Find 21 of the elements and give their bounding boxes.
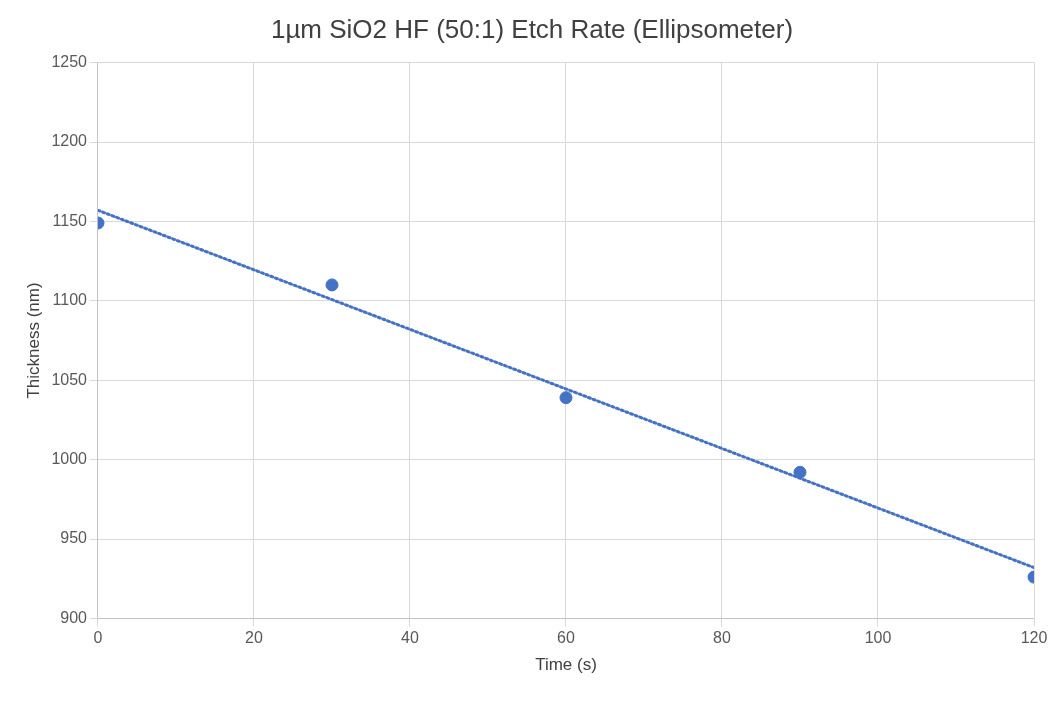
y-tick-label: 950 [60, 529, 88, 547]
point [793, 465, 807, 479]
y-tick-label: 1150 [52, 211, 88, 229]
point [325, 278, 339, 292]
y-tick-label: 1100 [52, 291, 88, 309]
y-axis-title: Thickness (nm) [23, 282, 43, 399]
y-tick-label: 900 [60, 608, 88, 626]
x-tick-label: 40 [401, 629, 419, 647]
x-tick-label: 60 [557, 629, 575, 647]
chart-title: 1µm SiO2 HF (50:1) Etch Rate (Ellipsometer) [269, 14, 795, 46]
y-tick-label: 1050 [51, 370, 88, 388]
x-tick-label: 100 [864, 629, 892, 647]
point [559, 391, 573, 405]
y-tick-label: 1250 [51, 53, 88, 71]
y-tick-label: 1000 [51, 450, 88, 468]
x-tick-label: 80 [713, 629, 731, 647]
y-tick-label: 1200 [51, 132, 88, 150]
x-tick-label: 20 [245, 629, 263, 647]
x-tick-label: 0 [93, 629, 103, 647]
x-tick-label: 120 [1020, 629, 1048, 647]
x-axis-title: Time (s) [535, 655, 597, 675]
